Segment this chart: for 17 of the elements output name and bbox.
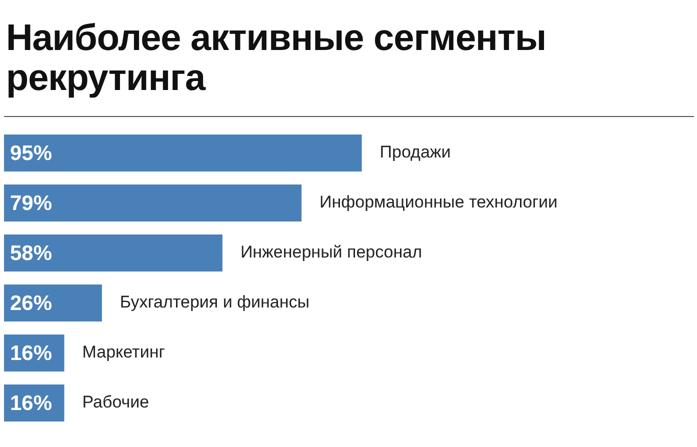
bar [4, 134, 362, 172]
y-tick-label: Продажи [380, 142, 451, 162]
data-label: 58% [10, 242, 52, 265]
data-label: 26% [10, 292, 52, 315]
y-tick-label: Инженерный персонал [240, 242, 422, 262]
y-tick-label: Информационные технологии [320, 192, 558, 212]
data-label: 79% [10, 192, 52, 215]
bar [4, 234, 222, 272]
y-tick-label: Рабочие [82, 392, 150, 412]
bar [4, 284, 102, 322]
data-label: 16% [10, 342, 52, 365]
bar [4, 184, 302, 222]
data-label: 95% [10, 142, 52, 165]
chart-title: Наиболее активные сегменты рекрутинга [6, 17, 548, 98]
y-tick-label: Бухгалтерия и финансы [120, 292, 310, 312]
y-tick-label: Маркетинг [82, 342, 165, 362]
data-label: 16% [10, 392, 52, 415]
